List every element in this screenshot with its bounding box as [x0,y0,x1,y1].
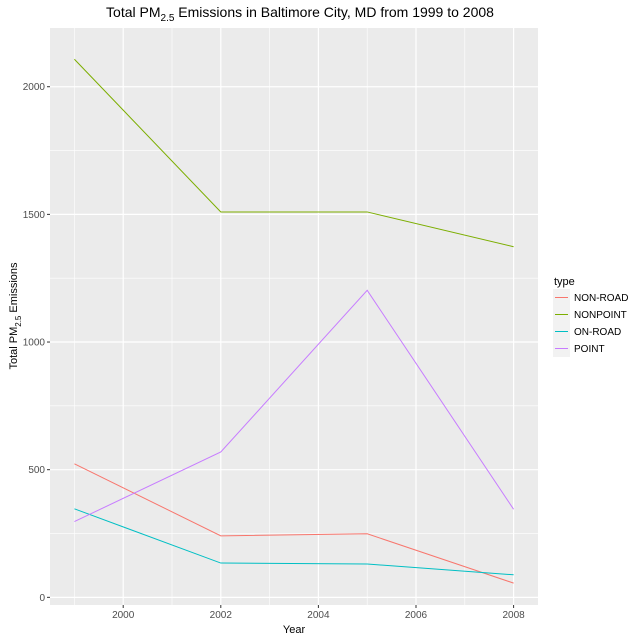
y-tick-label: 0 [39,593,45,604]
legend-label-point: POINT [574,344,605,355]
legend-label-nonpoint: NONPOINT [574,310,627,321]
y-tick-label: 500 [28,465,45,476]
x-axis-title: Year [283,624,306,636]
y-tick-label: 1000 [23,338,46,349]
x-tick-label: 2008 [502,610,525,621]
y-tick-label: 2000 [23,82,46,93]
x-tick-label: 2000 [112,610,135,621]
y-axis-title: Total PM2.5 Emissions [8,262,23,370]
series-line-nonpoint [74,58,514,248]
x-tick-label: 2006 [405,610,428,621]
y-tick-label: 1500 [23,210,46,221]
plot-panel [50,28,538,605]
legend-label-non-road: NON-ROAD [574,293,628,304]
legend: type NON-ROAD NONPOINT ON-ROAD POINT [553,276,628,357]
legend-title: type [554,276,575,288]
grid-major [50,28,538,605]
series-line-on-road [74,508,514,576]
series-lines [74,58,515,584]
x-axis: 2000 2002 2004 2006 2008 [112,605,525,621]
legend-label-on-road: ON-ROAD [574,327,621,338]
grid-minor [50,28,538,605]
series-line-point [74,289,515,523]
x-tick-label: 2002 [210,610,233,621]
x-tick-label: 2004 [307,610,330,621]
chart-title: Total PM2.5 Emissions in Baltimore City,… [106,4,494,24]
y-axis: 0 500 1000 1500 2000 [23,82,50,604]
series-line-non-road [74,463,514,584]
